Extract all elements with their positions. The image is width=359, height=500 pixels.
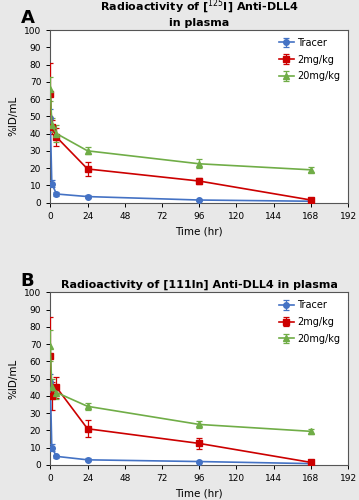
X-axis label: Time (hr): Time (hr) (176, 488, 223, 498)
Legend: Tracer, 2mg/kg, 20mg/kg: Tracer, 2mg/kg, 20mg/kg (276, 297, 343, 346)
Title: Radioactivity of [$^{125}$I] Anti-DLL4
in plasma: Radioactivity of [$^{125}$I] Anti-DLL4 i… (100, 0, 299, 28)
Y-axis label: %ID/mL: %ID/mL (8, 96, 18, 136)
Text: A: A (20, 10, 34, 28)
X-axis label: Time (hr): Time (hr) (176, 226, 223, 236)
Text: B: B (20, 272, 34, 289)
Y-axis label: %ID/mL: %ID/mL (8, 358, 18, 399)
Title: Radioactivity of [111In] Anti-DLL4 in plasma: Radioactivity of [111In] Anti-DLL4 in pl… (61, 280, 338, 290)
Legend: Tracer, 2mg/kg, 20mg/kg: Tracer, 2mg/kg, 20mg/kg (276, 35, 343, 84)
